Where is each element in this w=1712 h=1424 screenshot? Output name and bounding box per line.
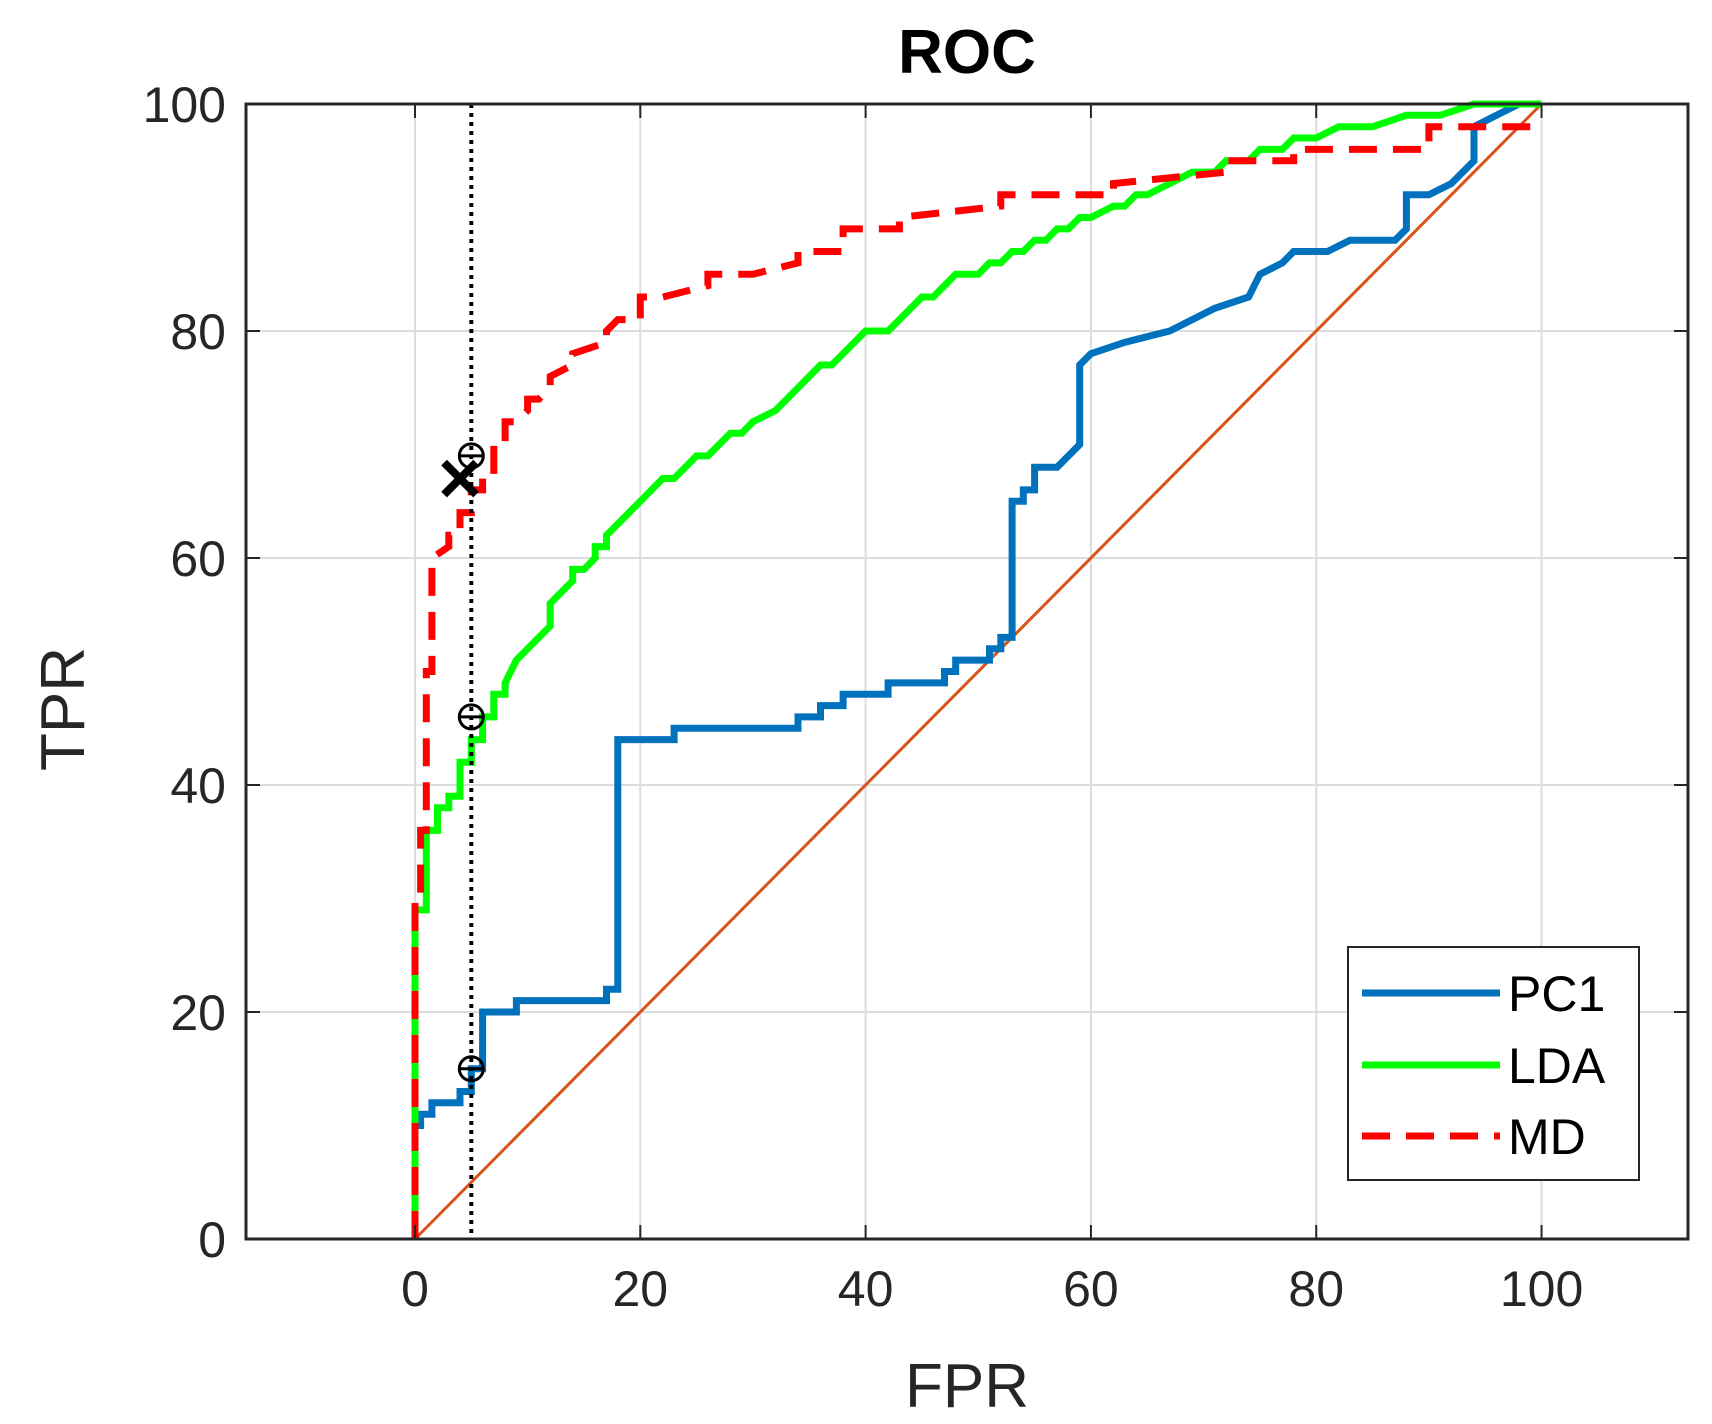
x-tick-label: 100 <box>1500 1261 1583 1317</box>
y-tick-label: 0 <box>198 1212 226 1268</box>
y-tick-label: 40 <box>170 758 226 814</box>
series-line-chance <box>413 102 1543 1241</box>
y-tick-label: 60 <box>170 531 226 587</box>
marker-layer <box>441 442 485 1083</box>
series-line-md <box>411 123 1542 1239</box>
legend-label-lda: LDA <box>1508 1038 1606 1094</box>
series-line-pc1 <box>411 100 1542 1239</box>
marker-x <box>441 459 479 498</box>
legend-label-pc1: PC1 <box>1508 966 1605 1022</box>
x-axis-label: FPR <box>905 1352 1029 1421</box>
series-line-lda <box>411 100 1542 1239</box>
x-tick-label: 0 <box>401 1261 429 1317</box>
y-tick-label: 20 <box>170 985 226 1041</box>
y-tick-label: 100 <box>143 77 226 133</box>
tick-layer: 0 20 40 60 80 100 0 20 40 60 80 100 <box>143 77 1688 1317</box>
y-tick-label: 80 <box>170 304 226 360</box>
plot-frame <box>244 102 1690 1241</box>
y-axis-label: TPR <box>29 647 98 771</box>
series-layer <box>411 100 1543 1241</box>
legend-label-md: MD <box>1508 1109 1586 1165</box>
x-tick-label: 60 <box>1063 1261 1119 1317</box>
x-tick-label: 40 <box>838 1261 894 1317</box>
x-tick-label: 20 <box>612 1261 668 1317</box>
chart-title: ROC <box>898 18 1036 87</box>
legend: PC1 LDA MD <box>1347 946 1640 1181</box>
x-tick-label: 80 <box>1288 1261 1344 1317</box>
